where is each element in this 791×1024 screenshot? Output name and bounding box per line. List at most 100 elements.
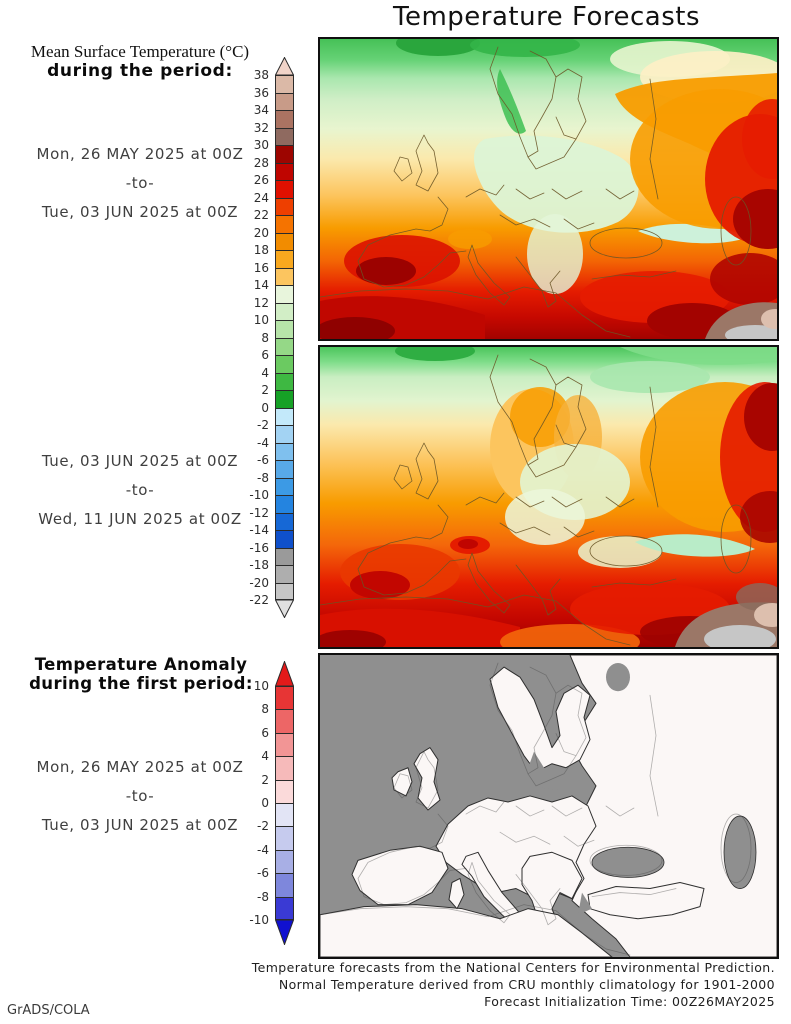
colorbar-tick-label: 24 [253, 190, 269, 205]
colorbar-tick-label: 2 [261, 383, 269, 397]
colorbar-segment [276, 442, 293, 460]
colorbar-tick-label: -12 [249, 505, 269, 520]
colorbar-tick-label: 6 [261, 348, 269, 362]
anomaly-period-end: Tue, 03 JUN 2025 at 00Z [41, 816, 239, 834]
colorbar-segment [276, 285, 293, 303]
colorbar-segment [276, 779, 293, 803]
source-caption-line-3: Forecast Initialization Time: 00Z26MAY20… [484, 994, 775, 1009]
colorbar-segment [276, 355, 293, 373]
colorbar-segment [276, 180, 293, 198]
colorbar-tick-label: 14 [253, 278, 269, 292]
period-1-separator: -to- [125, 174, 155, 192]
colorbar-segment [276, 849, 293, 874]
colorbar-tick-label: 2 [261, 772, 269, 787]
period-2-start: Tue, 03 JUN 2025 at 00Z [41, 452, 239, 470]
colorbar-segment [276, 92, 293, 110]
colorbar-segment [276, 756, 293, 780]
period-1-start: Mon, 26 MAY 2025 at 00Z [36, 145, 244, 163]
colorbar-tick-label: -2 [257, 819, 269, 834]
source-caption: Temperature forecasts from the National … [252, 959, 775, 1010]
anomaly-heading: Temperature Anomaly [34, 655, 248, 674]
colorbar-segment [276, 250, 293, 268]
figure-title: Temperature Forecasts [392, 2, 701, 32]
colorbar-tick-label: -10 [249, 913, 269, 927]
colorbar-tick-label: 12 [253, 295, 269, 310]
colorbar-segment [276, 896, 293, 920]
colorbar-segment [276, 477, 293, 495]
colorbar-tick-label: 16 [253, 260, 269, 275]
variable-label: Mean Surface Temperature (°C) [30, 42, 250, 61]
colorbar-segment [276, 337, 293, 355]
colorbar-arrow-up [275, 661, 294, 686]
map-forecast-period-2 [318, 345, 779, 649]
colorbar-tick-label: 32 [253, 120, 269, 135]
period-1-end: Tue, 03 JUN 2025 at 00Z [41, 203, 239, 221]
colorbar-tick-label: -22 [249, 593, 269, 607]
period-2-separator: -to- [125, 481, 155, 499]
colorbar-segment [276, 110, 293, 128]
colorbar-tick-label: 10 [253, 679, 269, 693]
colorbar-segment [276, 127, 293, 145]
colorbar-segment [276, 802, 293, 827]
colorbar-tick-label: -4 [257, 435, 269, 450]
colorbar-segment [276, 75, 293, 93]
colorbar-tick-label: 26 [253, 173, 269, 187]
anomaly-period-separator: -to- [125, 787, 155, 805]
colorbar-segment [276, 320, 293, 338]
colorbar-segment [276, 197, 293, 215]
colorbar-tick-label: -6 [257, 866, 269, 881]
anomaly-colorbar: 10 8 6 4 2 0 -2 -4 -6 -8 -10 [249, 661, 294, 945]
colorbar-tick-label: 4 [261, 365, 269, 380]
colorbar-arrow-down [275, 919, 294, 945]
colorbar-tick-label: -8 [257, 470, 269, 485]
colorbar-segment [276, 145, 293, 163]
colorbar-segment [276, 495, 293, 513]
anomaly-period-start: Mon, 26 MAY 2025 at 00Z [36, 758, 244, 776]
colorbar-tick-label: 4 [261, 749, 269, 764]
colorbar-segment [276, 826, 293, 850]
colorbar-segment [276, 686, 293, 710]
colorbar-tick-label: -20 [249, 575, 269, 590]
anomaly-period-dates: Mon, 26 MAY 2025 at 00Z -to- Tue, 03 JUN… [0, 753, 280, 840]
colorbar-tick-label: 38 [253, 68, 269, 82]
colorbar-tick-label: -8 [257, 889, 269, 904]
colorbar-segment [276, 460, 293, 478]
colorbar-segment [276, 302, 293, 320]
colorbar-arrow-up [275, 57, 294, 75]
period-1-dates: Mon, 26 MAY 2025 at 00Z -to- Tue, 03 JUN… [0, 140, 280, 227]
period-2-dates: Tue, 03 JUN 2025 at 00Z -to- Wed, 11 JUN… [0, 447, 280, 534]
colorbar-tick-label: 8 [261, 330, 269, 345]
colorbar-segment [276, 732, 293, 757]
colorbar-segment [276, 407, 293, 425]
colorbar-segment [276, 512, 293, 530]
colorbar-tick-label: 30 [253, 138, 269, 152]
colorbar-tick-label: 34 [253, 103, 269, 117]
colorbar-tick-label: 18 [253, 243, 269, 257]
anomaly-subheading: during the first period: [29, 674, 253, 693]
colorbar-segment [276, 425, 293, 443]
colorbar-segment [276, 372, 293, 390]
colorbar-tick-label: -14 [249, 523, 269, 537]
colorbar-tick-label: 8 [261, 702, 269, 717]
source-caption-line-2: Normal Temperature derived from CRU mont… [278, 977, 775, 992]
colorbar-tick-label: -2 [257, 418, 269, 432]
colorbar-tick-label: 0 [261, 796, 269, 810]
colorbar-segments [275, 75, 294, 600]
temperature-colorbar: 38 36 34 32 30 28 26 24 22 20 18 16 14 12 10 8 6 4 2 0 -2 -4-… [249, 57, 294, 618]
colorbar-segment [276, 530, 293, 548]
colorbar-segment [276, 390, 293, 408]
colorbar-segment [276, 232, 293, 250]
colorbar-tick-label: -4 [257, 842, 269, 857]
colorbar-segment [276, 215, 293, 233]
colorbar-segment [276, 267, 293, 285]
colorbar-segment [276, 709, 293, 733]
colorbar-segment [276, 582, 293, 600]
colorbar-tick-label: 36 [253, 85, 269, 100]
colorbar-segment [276, 162, 293, 180]
colorbar-segment [276, 547, 293, 565]
source-caption-line-1: Temperature forecasts from the National … [251, 960, 775, 975]
period-label: during the period: [47, 61, 233, 81]
colorbar-tick-label: 6 [261, 725, 269, 740]
colorbar-tick-label: 0 [261, 400, 269, 415]
